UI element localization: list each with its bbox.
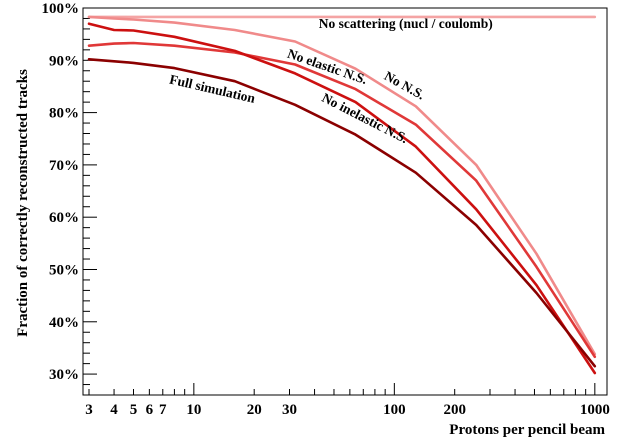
x-tick-label: 3: [85, 402, 93, 418]
y-tick-label: 60%: [49, 210, 79, 226]
series-line-no-n-s: [87, 15, 597, 356]
x-tick-label: 100: [383, 402, 406, 418]
series-line-full-simulation: [87, 57, 597, 368]
x-tick-label: 4: [110, 402, 118, 418]
y-tick-label: 80%: [49, 106, 79, 122]
series-annotations: No scattering (nucl / coulomb)No elastic…: [168, 16, 493, 146]
tick-labels: 3 4 5 6 7 10 20 30 100 200 1000 30% 40% 50% 60% 70% 80% 9…: [42, 1, 610, 418]
y-tick-label: 90%: [49, 53, 79, 69]
series-line-no-elastic-n-s: [87, 41, 597, 359]
x-tick-label: 7: [159, 402, 167, 418]
series-annotation: No N.S.: [382, 68, 428, 102]
x-tick-label: 6: [146, 402, 154, 418]
x-axis-title: Protons per pencil beam: [449, 422, 605, 438]
series-annotation: No inelastic N.S.: [319, 90, 410, 146]
y-tick-label: 50%: [49, 262, 79, 278]
x-tick-label: 20: [247, 402, 262, 418]
y-tick-label: 30%: [49, 367, 79, 383]
series-line-no-inelastic-n-s: [87, 22, 597, 375]
x-tick-label: 200: [443, 402, 466, 418]
x-tick-label: 30: [282, 402, 297, 418]
y-tick-label: 100%: [42, 1, 80, 17]
series-lines: [87, 15, 597, 375]
y-tick-label: 70%: [49, 158, 79, 174]
series-annotation: No scattering (nucl / coulomb): [319, 16, 493, 31]
y-tick-label: 40%: [49, 315, 79, 331]
x-tick-label: 10: [186, 402, 201, 418]
plot-frame: [82, 7, 608, 396]
x-tick-label: 5: [130, 402, 138, 418]
axis-ticks: [83, 7, 596, 395]
y-axis-title: Fraction of correctly reconstructed trac…: [15, 69, 31, 337]
x-tick-label: 1000: [580, 402, 610, 418]
